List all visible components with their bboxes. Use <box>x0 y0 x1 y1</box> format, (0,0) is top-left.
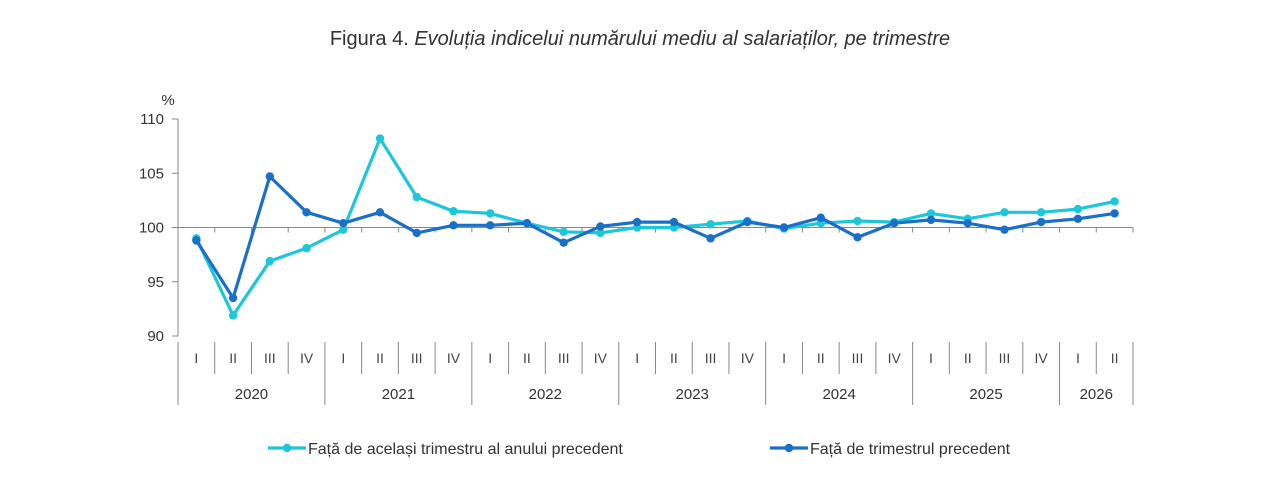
quarter-label: I <box>1076 350 1080 366</box>
quarter-label: III <box>705 350 717 366</box>
data-point <box>706 220 715 229</box>
series-line <box>194 136 1115 317</box>
quarter-label: II <box>523 350 531 366</box>
data-point <box>302 243 311 253</box>
data-point <box>522 218 532 228</box>
data-point <box>412 228 421 238</box>
data-point <box>486 209 495 218</box>
series-group <box>192 134 1119 320</box>
quarter-label: II <box>229 350 237 366</box>
year-label: 2023 <box>676 386 709 403</box>
figure-title: Evoluția indicelui numărului mediu al sa… <box>414 28 951 50</box>
data-point <box>559 227 568 237</box>
y-tick-label: 95 <box>147 274 164 291</box>
quarter-label: III <box>852 350 864 366</box>
data-point <box>926 209 936 218</box>
year-label: 2025 <box>969 386 1002 403</box>
legend-label: Față de trimestrul precedent <box>810 441 1011 458</box>
data-point <box>1110 209 1119 218</box>
data-point <box>1073 204 1083 214</box>
data-point <box>375 208 385 217</box>
data-point <box>779 223 789 232</box>
data-point <box>302 208 311 217</box>
data-point <box>375 134 385 143</box>
series-2 <box>192 172 1119 303</box>
data-point <box>963 218 972 228</box>
data-point <box>1000 208 1009 217</box>
legend-swatch-marker <box>282 443 292 453</box>
data-point <box>449 207 458 216</box>
year-label: 2021 <box>382 386 415 403</box>
data-point <box>228 311 238 320</box>
data-point <box>1110 197 1119 206</box>
quarter-label: IV <box>447 350 461 366</box>
chart-title: Figura 4. Evoluția indicelui numărului m… <box>0 28 1280 51</box>
data-point <box>339 225 348 234</box>
legend-label: Față de același trimestru al anului prec… <box>308 441 623 458</box>
data-point <box>1073 214 1083 224</box>
quarter-label: IV <box>300 350 314 366</box>
figure-prefix: Figura 4. <box>329 28 409 50</box>
quarter-label: I <box>194 350 198 366</box>
data-point <box>926 215 936 225</box>
legend-item-1: Față de același trimestru al anului prec… <box>268 441 623 458</box>
year-label: 2022 <box>529 386 562 403</box>
data-point <box>559 238 568 247</box>
data-point <box>853 216 862 226</box>
quarter-label: II <box>817 350 825 366</box>
data-point <box>265 172 275 181</box>
legend-swatch-marker <box>784 443 794 453</box>
data-point <box>1000 225 1009 234</box>
data-point <box>890 218 899 228</box>
quarter-label: IV <box>888 350 902 366</box>
data-point <box>449 221 458 230</box>
data-point <box>228 293 238 303</box>
y-axis: 90 95 100 105 110% <box>139 92 179 345</box>
y-tick-label: 90 <box>147 328 164 345</box>
data-point <box>412 192 421 202</box>
quarter-label: III <box>264 350 276 366</box>
quarter-label: IV <box>594 350 608 366</box>
quarter-label: III <box>411 350 423 366</box>
data-point <box>669 217 679 227</box>
data-point <box>192 236 201 245</box>
year-label: 2026 <box>1080 386 1113 403</box>
quarter-label: II <box>964 350 972 366</box>
quarter-label: IV <box>741 350 755 366</box>
data-point <box>486 221 495 230</box>
quarter-label: I <box>635 350 639 366</box>
legend: Față de același trimestru al anului prec… <box>268 441 1011 458</box>
year-label: 2020 <box>235 386 268 403</box>
y-tick-label: 110 <box>140 111 164 128</box>
data-point <box>816 213 825 222</box>
quarter-label: I <box>341 350 345 366</box>
year-label: 2024 <box>822 386 855 403</box>
quarter-label: IV <box>1035 350 1049 366</box>
series-line <box>195 174 1115 300</box>
data-point <box>1036 217 1046 227</box>
y-tick-label: 105 <box>139 165 164 182</box>
data-point <box>339 218 348 228</box>
y-unit-label: % <box>161 92 174 109</box>
quarter-label: III <box>999 350 1011 366</box>
data-point <box>265 256 275 266</box>
y-tick-label: 100 <box>139 220 164 237</box>
data-point <box>743 217 752 227</box>
quarter-label: II <box>1111 350 1119 366</box>
quarter-label: I <box>488 350 492 366</box>
data-point <box>596 222 605 231</box>
quarter-label: I <box>929 350 933 366</box>
data-point <box>632 217 642 227</box>
quarter-label: II <box>376 350 384 366</box>
quarter-label: II <box>670 350 678 366</box>
quarter-label: III <box>558 350 570 366</box>
data-point <box>596 228 605 238</box>
quarter-label: I <box>782 350 786 366</box>
data-point <box>706 234 715 243</box>
data-point <box>853 233 862 242</box>
legend-item-2: Față de trimestrul precedent <box>770 441 1011 458</box>
data-point <box>1036 208 1046 217</box>
